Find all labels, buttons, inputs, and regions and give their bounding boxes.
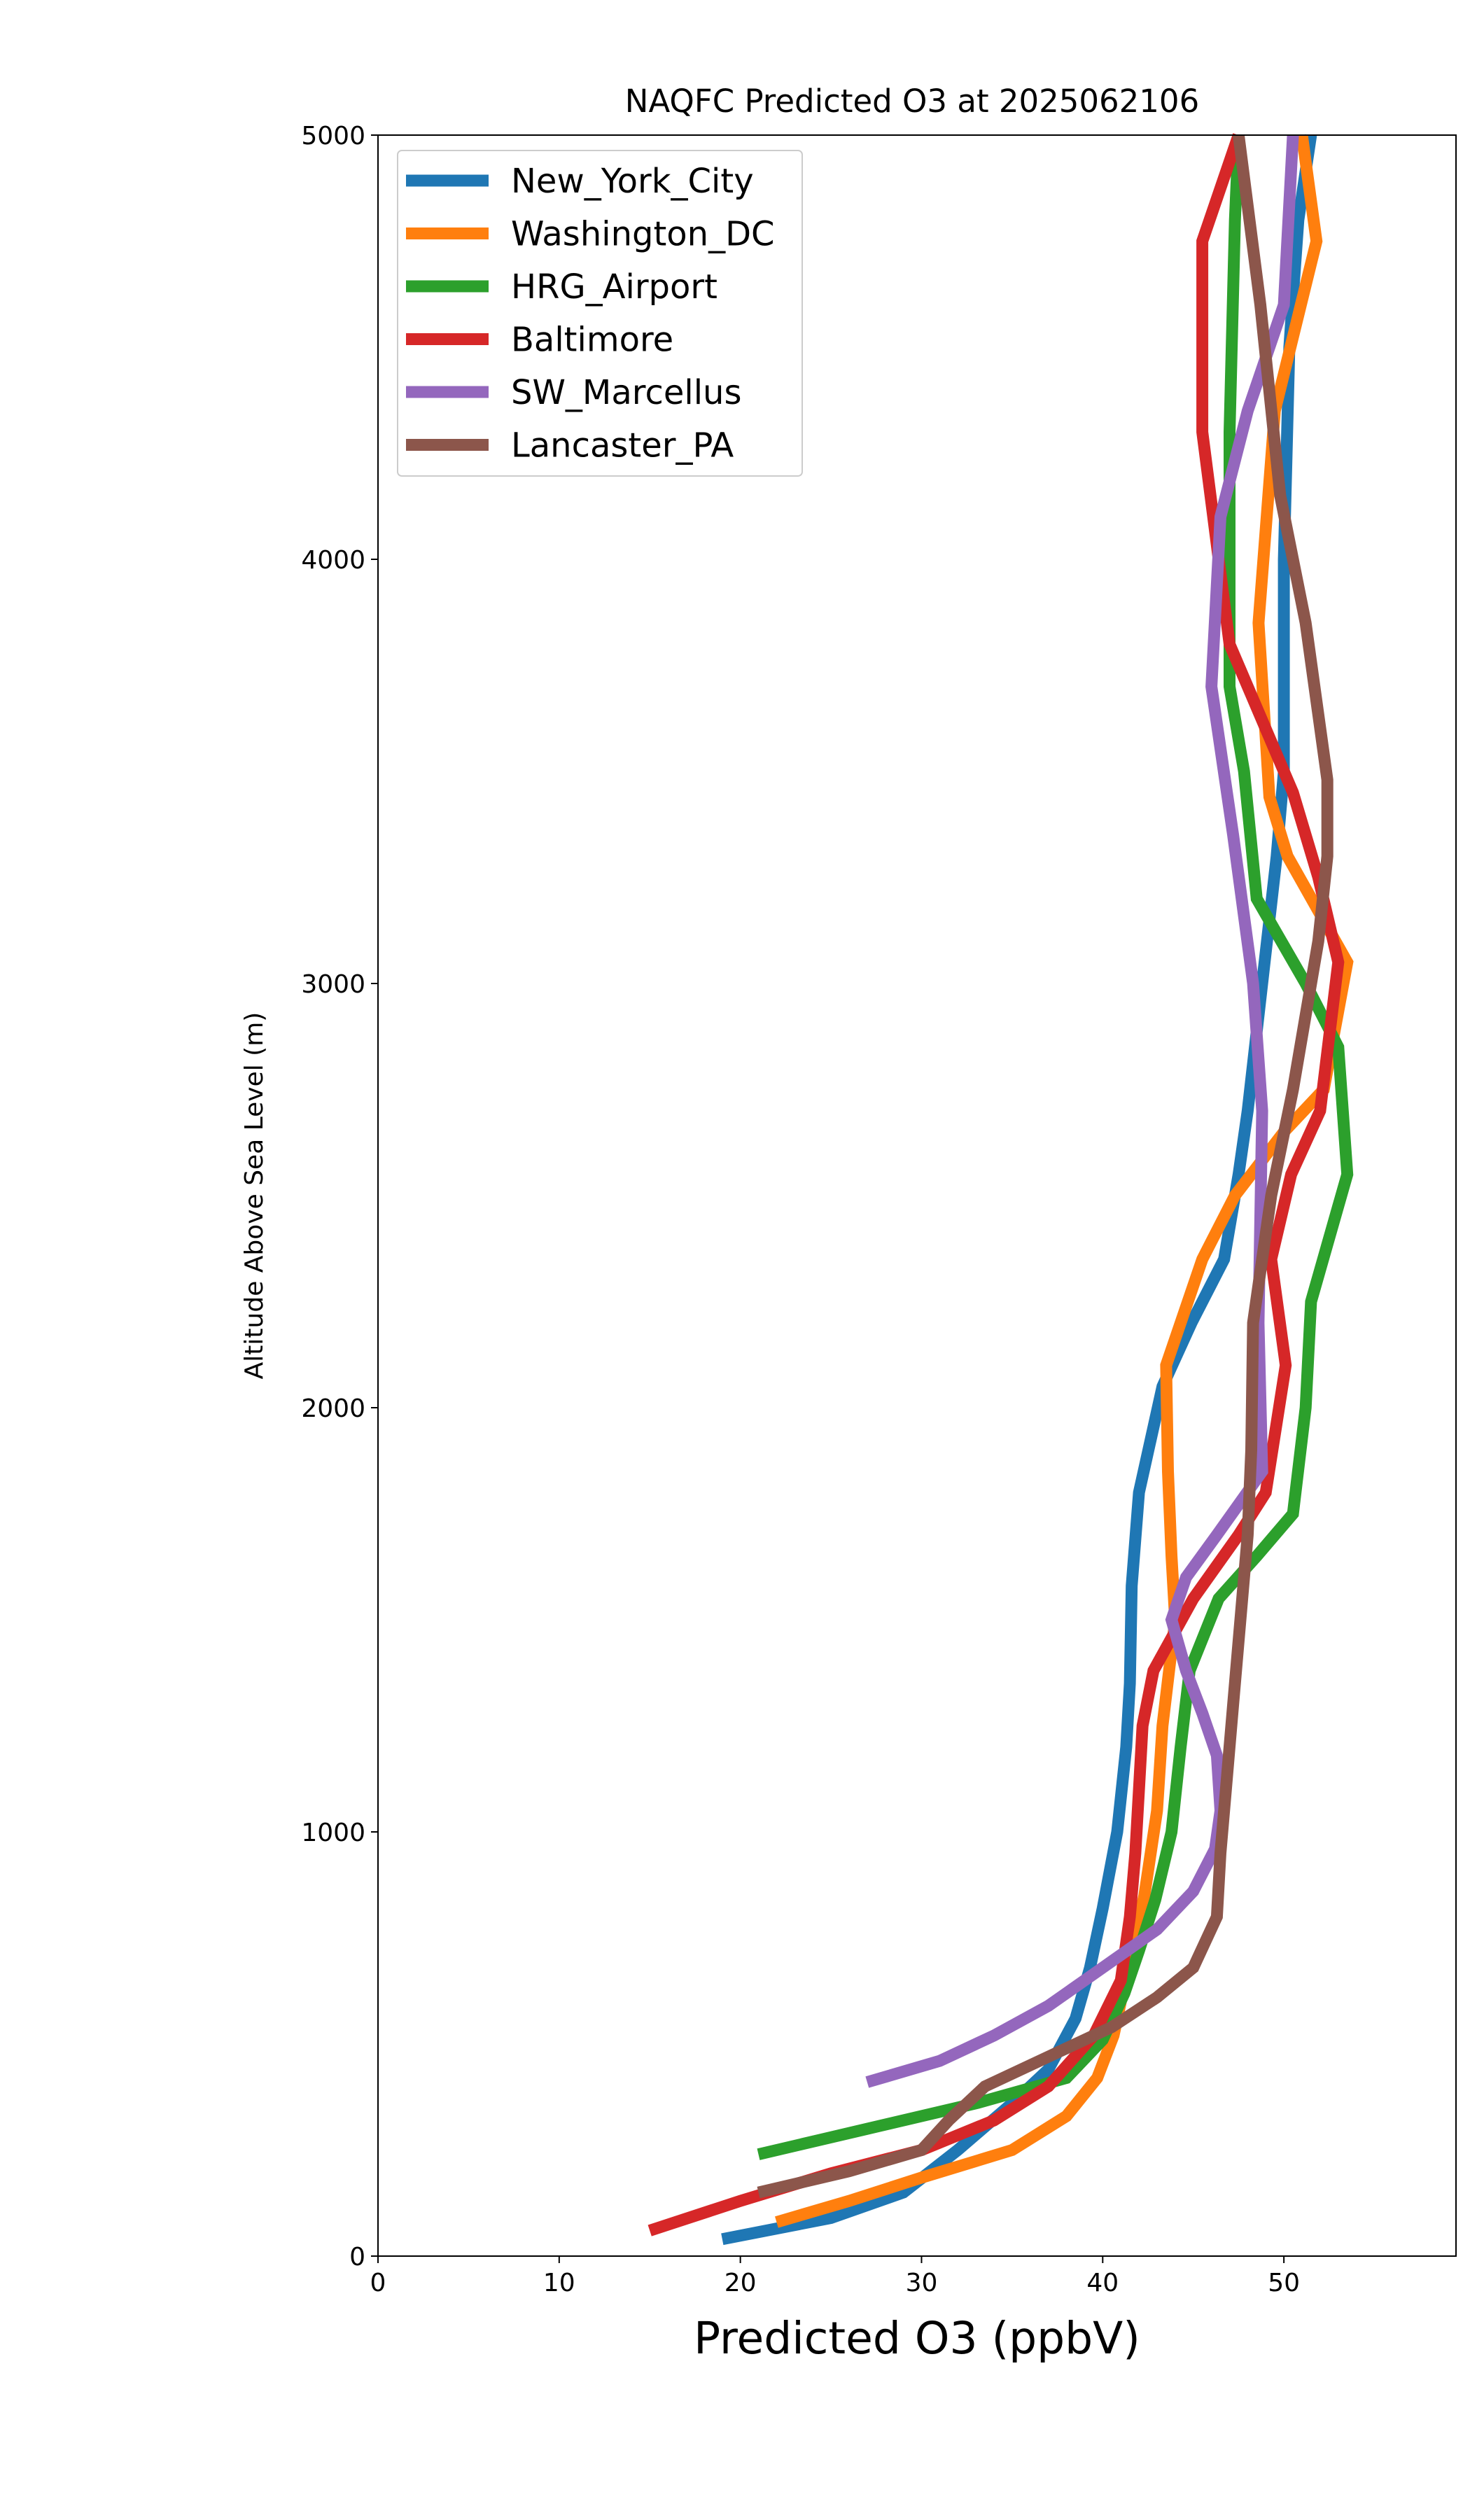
x-tick-label: 0 [370, 2269, 386, 2297]
series-line-SW_Marcellus [865, 134, 1299, 2088]
legend-label: Lancaster_PA [511, 426, 734, 465]
y-tick-label: 0 [349, 2243, 365, 2272]
plot-lines [648, 133, 1354, 2246]
x-tick-label: 40 [1086, 2269, 1119, 2297]
series-line-Lancaster_PA [757, 134, 1334, 2199]
x-tick-label: 10 [543, 2269, 575, 2297]
x-axis-label: Predicted O3 (ppbV) [694, 2313, 1140, 2364]
plot-frame [377, 134, 1457, 2257]
x-tick-label: 20 [724, 2269, 757, 2297]
y-tick-label: 3000 [301, 970, 365, 999]
y-tick-label: 5000 [301, 122, 365, 150]
y-tick-label: 1000 [301, 1819, 365, 1847]
y-tick-label: 2000 [301, 1394, 365, 1423]
y-axis: 0 1000 2000 3000 4000 5000 [301, 122, 378, 2272]
legend-label: Washington_DC [511, 215, 775, 254]
legend: New_York_City Washington_DC HRG_Airport Bal… [397, 150, 803, 477]
series-line-HRG_Airport [757, 134, 1354, 2160]
legend-label: New_York_City [511, 162, 754, 201]
legend-label: Baltimore [511, 321, 673, 360]
legend-label: SW_Marcellus [511, 373, 741, 412]
legend-label: HRG_Airport [511, 267, 718, 307]
y-tick-label: 4000 [301, 546, 365, 575]
y-axis-label: Altitude Above Sea Level (m) [240, 1012, 269, 1380]
legend-box [397, 150, 803, 477]
series-line-Washington_DC [775, 134, 1354, 2228]
x-tick-label: 30 [906, 2269, 938, 2297]
series-line-New_York_City [721, 134, 1317, 2246]
series-line-Baltimore [648, 133, 1345, 2236]
chart-title: NAQFC Predicted O3 at 2025062106 [625, 83, 1199, 120]
x-tick-label: 50 [1268, 2269, 1300, 2297]
x-axis: 0 10 20 30 40 50 [370, 2256, 1300, 2297]
